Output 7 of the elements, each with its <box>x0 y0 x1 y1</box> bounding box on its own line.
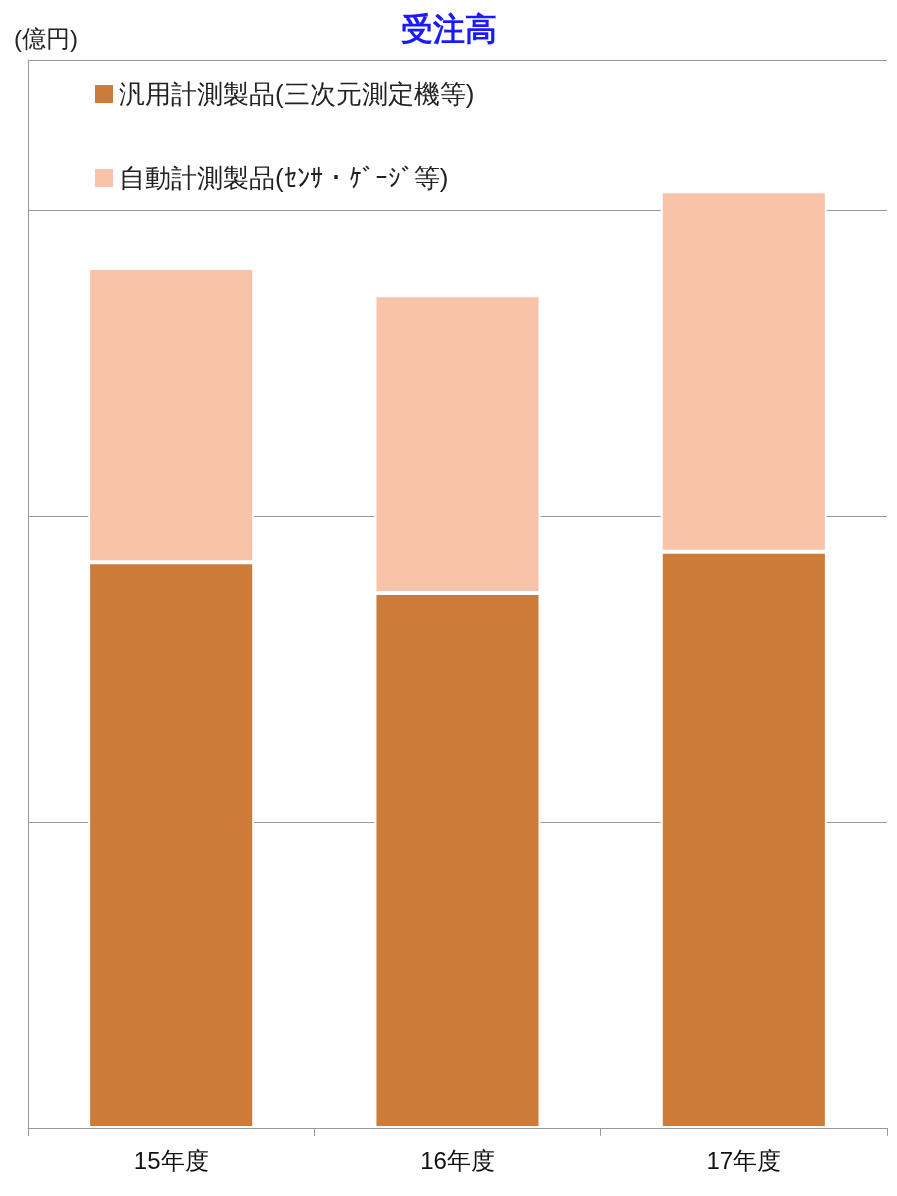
x-tick-label: 15年度 <box>133 1146 209 1174</box>
chart-title: 受注高 <box>400 11 497 47</box>
legend-label: 汎用計測製品(三次元測定機等) <box>119 79 475 109</box>
x-tick-label: 17年度 <box>706 1146 782 1174</box>
legend-label: 自動計測製品(ｾﾝｻ・ｹﾞｰｼﾞ等) <box>119 163 449 193</box>
x-tick-label: 16年度 <box>420 1146 495 1174</box>
text: (億円) <box>14 24 78 52</box>
